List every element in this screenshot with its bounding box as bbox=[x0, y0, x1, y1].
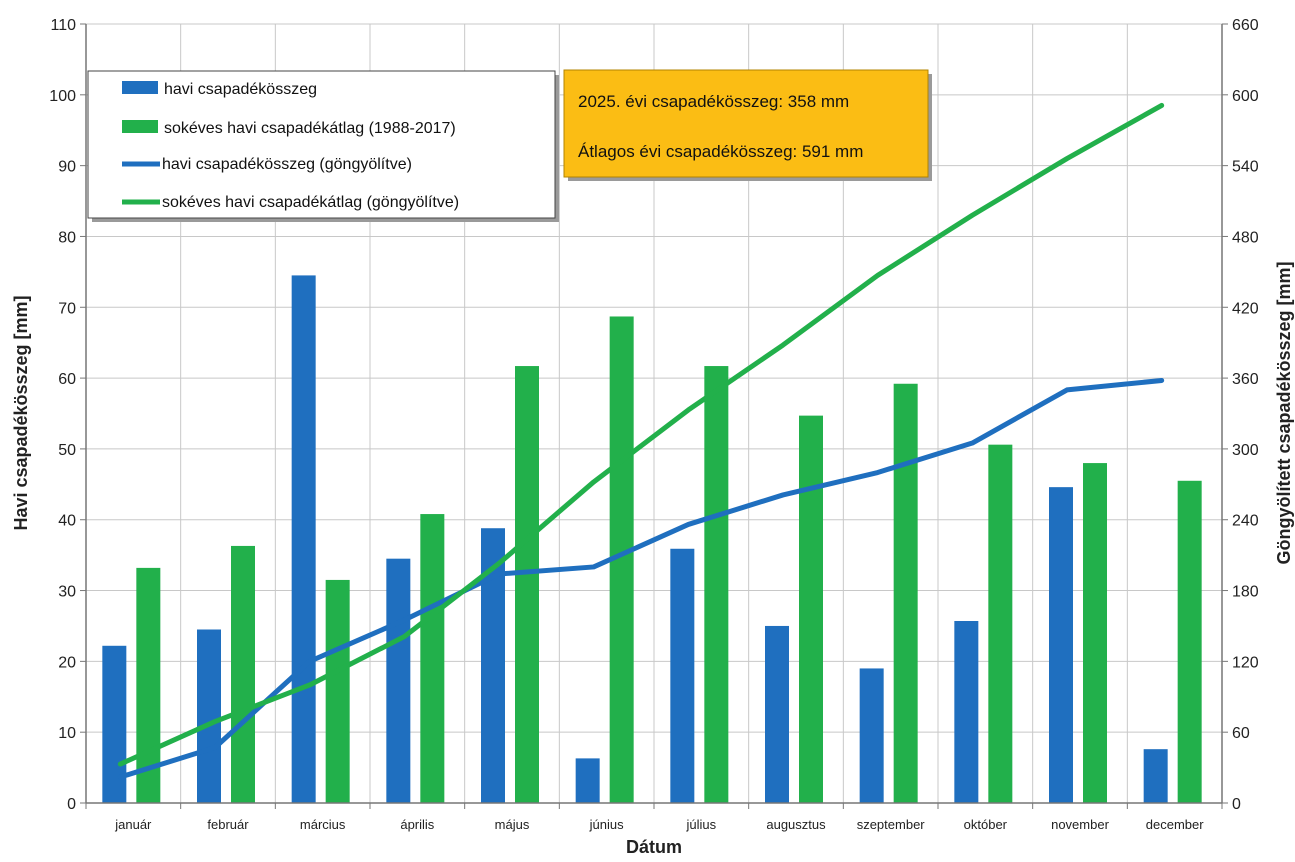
x-tick-label: február bbox=[207, 817, 249, 832]
bar-monthly-augusztus bbox=[765, 625, 789, 803]
annotation-average-total: Átlagos évi csapadékösszeg: 591 mm bbox=[578, 142, 863, 161]
y2-axis-title: Göngyölített csapadékösszeg [mm] bbox=[1274, 261, 1294, 564]
bar-average-augusztus bbox=[799, 415, 823, 803]
x-tick-label: március bbox=[300, 817, 346, 832]
x-tick-label: június bbox=[589, 817, 624, 832]
y-tick-label: 80 bbox=[58, 229, 76, 246]
line-cumulative-average bbox=[117, 102, 1165, 767]
x-tick-label: január bbox=[114, 817, 152, 832]
x-tick-label: szeptember bbox=[857, 817, 926, 832]
bar-monthly-április bbox=[386, 558, 411, 803]
legend-swatch-monthly bbox=[122, 81, 158, 94]
y2-tick-label: 120 bbox=[1232, 654, 1259, 671]
bar-average-március bbox=[325, 579, 350, 803]
y2-tick-label: 360 bbox=[1232, 371, 1259, 388]
x-tick-label: április bbox=[400, 817, 434, 832]
y-tick-label: 40 bbox=[58, 513, 76, 530]
y-axis-title: Havi csapadékösszeg [mm] bbox=[11, 295, 31, 530]
y-tick-label: 10 bbox=[58, 725, 76, 742]
bar-average-október bbox=[988, 444, 1013, 803]
y2-tick-label: 0 bbox=[1232, 796, 1241, 813]
bar-average-szeptember bbox=[893, 383, 918, 803]
y-tick-label: 100 bbox=[49, 88, 76, 105]
bar-average-május bbox=[515, 366, 539, 803]
y2-tick-label: 480 bbox=[1232, 229, 1259, 246]
legend-label-average: sokéves havi csapadékátlag (1988-2017) bbox=[164, 120, 456, 137]
bar-monthly-szeptember bbox=[859, 668, 884, 803]
y-tick-label: 70 bbox=[58, 300, 76, 317]
y-tick-label: 20 bbox=[58, 654, 76, 671]
line-cumulative-monthly bbox=[117, 377, 1165, 780]
bar-monthly-október bbox=[954, 620, 979, 803]
y-tick-label: 90 bbox=[58, 159, 76, 176]
legend-box bbox=[87, 70, 556, 219]
y2-tick-label: 540 bbox=[1232, 159, 1259, 176]
y2-tick-label: 300 bbox=[1232, 442, 1259, 459]
legend-label-cumulative-monthly: havi csapadékösszeg (göngyölítve) bbox=[162, 156, 412, 173]
y2-tick-label: 420 bbox=[1232, 300, 1259, 317]
bar-monthly-december bbox=[1143, 749, 1168, 803]
legend-label-monthly: havi csapadékösszeg bbox=[164, 81, 317, 98]
bar-monthly-március bbox=[291, 275, 316, 803]
x-tick-label: november bbox=[1051, 817, 1109, 832]
bar-average-november bbox=[1083, 463, 1107, 803]
x-axis-title: Dátum bbox=[626, 837, 682, 857]
legend-label-cumulative-average: sokéves havi csapadékátlag (göngyölítve) bbox=[162, 194, 459, 211]
y-tick-label: 110 bbox=[50, 17, 76, 34]
x-tick-label: július bbox=[686, 817, 717, 832]
bar-monthly-január bbox=[102, 645, 127, 803]
y2-axis-ticks: 0 60 120 180 240 300 360 420 480 540 600 660 bbox=[1222, 17, 1259, 813]
bar-monthly-július bbox=[670, 548, 695, 803]
x-tick-label: május bbox=[495, 817, 530, 832]
bar-average-július bbox=[704, 366, 729, 803]
bar-monthly-június bbox=[575, 758, 600, 803]
legend: havi csapadékösszeg sokéves havi csapadé… bbox=[87, 70, 559, 222]
y-tick-label: 30 bbox=[58, 584, 76, 601]
bar-average-április bbox=[420, 514, 445, 803]
bars bbox=[102, 275, 1202, 803]
annotation-box: 2025. évi csapadékösszeg: 358 mm Átlagos… bbox=[563, 69, 932, 181]
x-tick-label: október bbox=[964, 817, 1008, 832]
y2-tick-label: 240 bbox=[1232, 513, 1259, 530]
y2-tick-label: 600 bbox=[1232, 88, 1259, 105]
y-tick-label: 60 bbox=[58, 371, 76, 388]
bar-average-december bbox=[1177, 480, 1202, 803]
y-tick-label: 0 bbox=[67, 796, 76, 813]
y-tick-label: 50 bbox=[58, 442, 76, 459]
y-axis-ticks: 0 10 20 30 40 50 60 70 80 90 100 110 bbox=[49, 17, 86, 813]
annotation-total-2025: 2025. évi csapadékösszeg: 358 mm bbox=[578, 92, 849, 111]
y2-tick-label: 180 bbox=[1232, 584, 1259, 601]
bar-average-február bbox=[231, 545, 255, 803]
x-tick-label: augusztus bbox=[766, 817, 826, 832]
x-axis-ticks: január február március április május június jú… bbox=[85, 803, 1223, 832]
y2-tick-label: 60 bbox=[1232, 725, 1250, 742]
bar-monthly-november bbox=[1049, 487, 1073, 803]
cumulative-lines bbox=[117, 102, 1165, 780]
legend-swatch-average bbox=[122, 120, 158, 133]
bar-monthly-február bbox=[197, 629, 221, 803]
annotation-box-bg bbox=[563, 69, 929, 178]
x-tick-label: december bbox=[1146, 817, 1204, 832]
y2-tick-label: 660 bbox=[1232, 17, 1259, 34]
